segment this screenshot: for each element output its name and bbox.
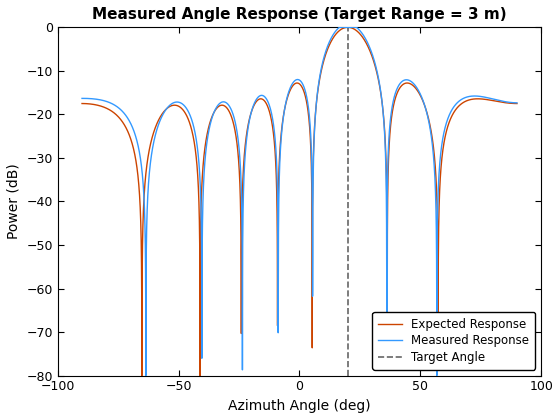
Line: Expected Response: Expected Response <box>82 27 517 375</box>
Expected Response <box>355 30 362 35</box>
Line: Measured Response: Measured Response <box>82 27 517 375</box>
Expected Response <box>336 28 343 33</box>
Measured Response <box>236 152 243 157</box>
Legend: Expected Response, Measured Response, Target Angle: Expected Response, Measured Response, Ta… <box>372 312 535 370</box>
Expected Response <box>236 173 243 178</box>
Measured Response <box>101 98 108 103</box>
Target Angle <box>344 25 351 30</box>
Measured Response <box>336 25 343 30</box>
Measured Response <box>401 78 408 83</box>
Y-axis label: Power (dB): Power (dB) <box>7 163 21 239</box>
Measured Response <box>424 114 431 119</box>
Measured Response <box>355 26 362 32</box>
Measured Response <box>142 373 149 378</box>
Measured Response <box>514 100 520 105</box>
Measured Response <box>336 25 343 30</box>
Expected Response <box>424 113 431 118</box>
Expected Response <box>514 101 520 106</box>
Expected Response <box>138 373 145 378</box>
Measured Response <box>78 96 85 101</box>
Expected Response <box>344 25 351 30</box>
Expected Response <box>78 101 85 106</box>
Title: Measured Angle Response (Target Range = 3 m): Measured Angle Response (Target Range = … <box>92 7 507 22</box>
Expected Response <box>101 105 108 110</box>
Target Angle <box>344 21 351 26</box>
X-axis label: Azimuth Angle (deg): Azimuth Angle (deg) <box>228 399 371 413</box>
Expected Response <box>401 81 408 86</box>
